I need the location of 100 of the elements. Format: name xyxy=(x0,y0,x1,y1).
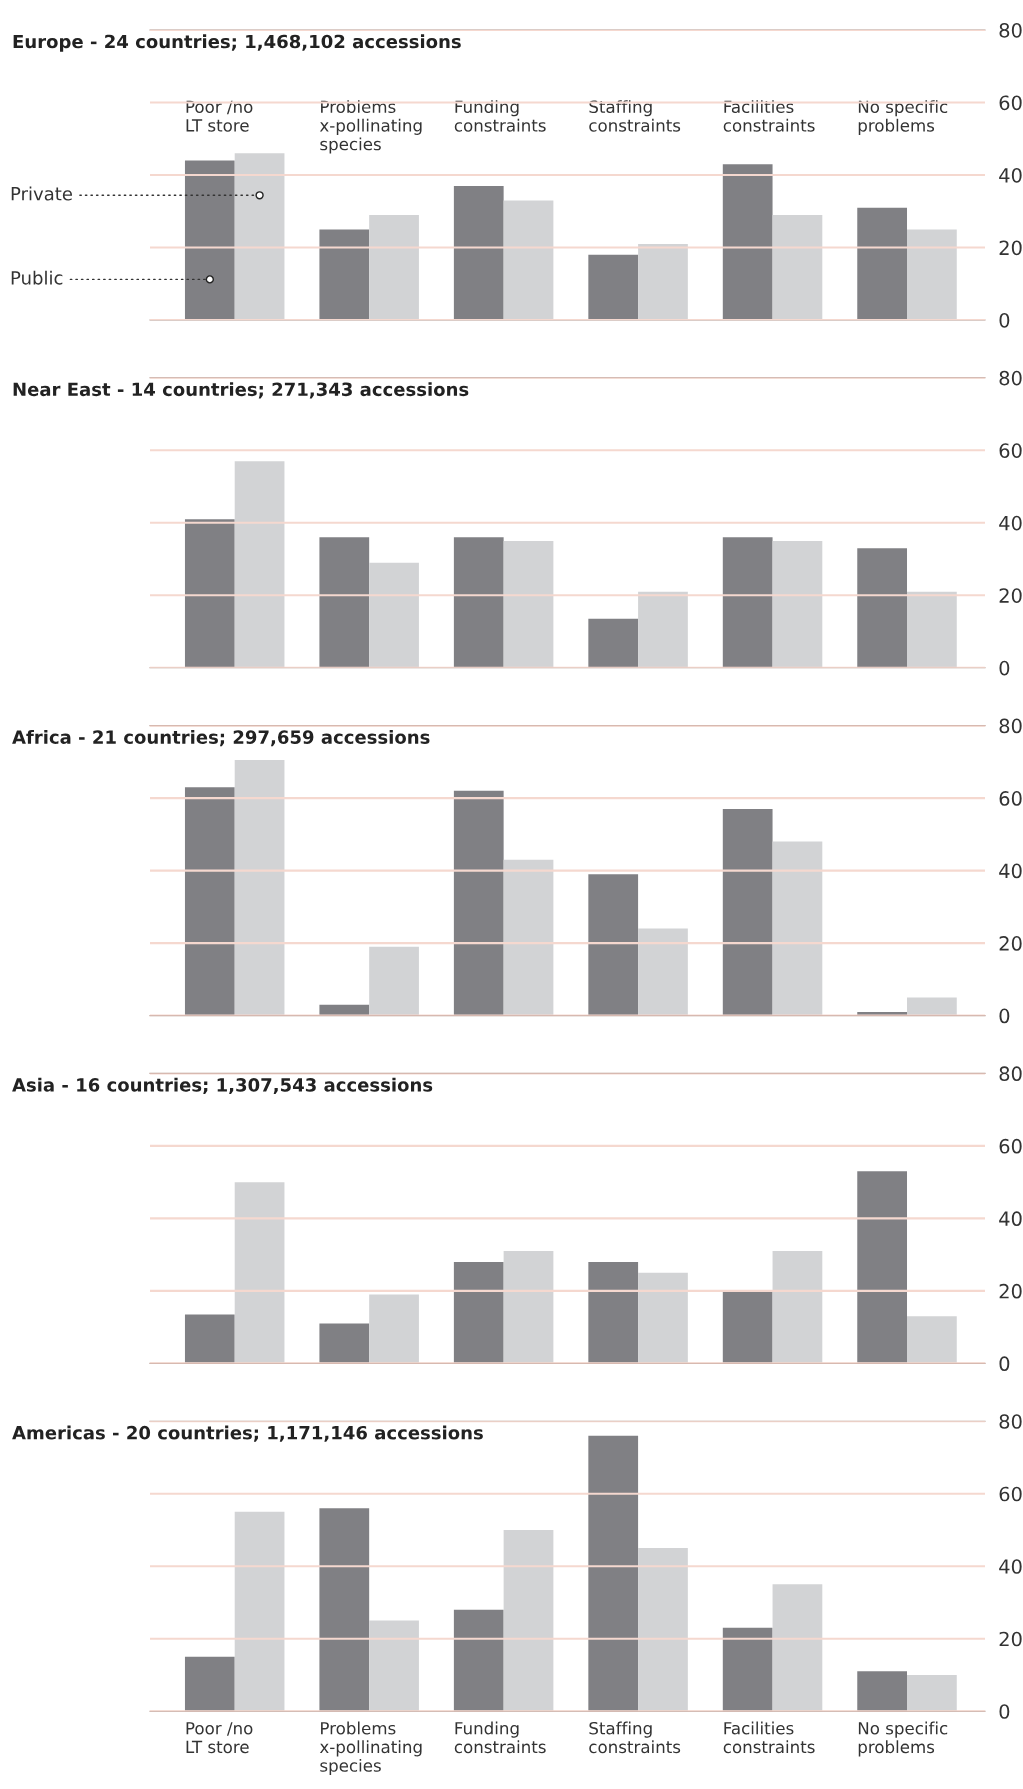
y-tick-label: 80 xyxy=(999,370,1022,386)
bar xyxy=(319,1508,370,1712)
x-tick-label: Facilities constraints xyxy=(723,100,815,132)
y-tick-label: 60 xyxy=(999,1138,1022,1154)
bar xyxy=(234,760,285,1016)
bar xyxy=(588,1261,639,1364)
y-tick-label: 40 xyxy=(999,863,1022,879)
bar xyxy=(722,808,773,1016)
bar xyxy=(369,562,419,668)
y-tick-label: 80 xyxy=(999,718,1022,734)
y-tick-label: 80 xyxy=(999,1414,1022,1429)
bar xyxy=(588,1435,639,1712)
bar xyxy=(772,214,823,320)
bar xyxy=(503,200,554,320)
y-tick-label: 40 xyxy=(999,515,1022,531)
y-tick-label: 20 xyxy=(999,588,1022,603)
y-tick-label: 20 xyxy=(999,936,1022,951)
bar xyxy=(369,214,419,320)
y-tick-label: 60 xyxy=(999,95,1022,111)
bar xyxy=(722,164,773,320)
x-tick-label: Problems x-pollinating species xyxy=(319,100,422,154)
bar xyxy=(503,859,554,1016)
bar xyxy=(234,1511,285,1712)
x-tick-label: Funding constraints xyxy=(454,100,546,132)
bar xyxy=(319,537,370,668)
y-tick-label: 20 xyxy=(999,1631,1022,1647)
chart-title: Americas - 20 countries; 1,171,146 accessions xyxy=(12,1425,483,1442)
bar xyxy=(638,928,688,1016)
bar xyxy=(772,841,823,1016)
bar xyxy=(184,160,235,320)
bar xyxy=(638,243,688,320)
bar xyxy=(184,519,235,668)
bar xyxy=(857,207,908,320)
bar xyxy=(772,1251,823,1364)
bar xyxy=(588,618,639,668)
y-tick-label: 0 xyxy=(999,1704,1010,1719)
x-tick-label: Poor /no LT store xyxy=(186,1722,253,1754)
x-tick-label: Poor /no LT store xyxy=(186,100,253,132)
x-tick-label: Facilities constraints xyxy=(723,1721,815,1754)
bar xyxy=(453,1609,504,1712)
bar xyxy=(588,874,639,1016)
chart-title: Asia - 16 countries; 1,307,543 accessions xyxy=(12,1077,433,1095)
chart-title: Europe - 24 countries; 1,468,102 accessions xyxy=(13,34,461,52)
bar xyxy=(722,1627,773,1712)
bar xyxy=(638,591,688,668)
bar xyxy=(857,1671,908,1712)
y-tick-label: 0 xyxy=(999,1008,1010,1024)
bar xyxy=(907,1674,957,1712)
bar xyxy=(369,946,419,1016)
bar xyxy=(638,1548,688,1712)
bar xyxy=(234,461,285,668)
y-tick-label: 60 xyxy=(999,791,1022,806)
bar xyxy=(638,1272,688,1364)
y-tick-label: 80 xyxy=(999,1066,1022,1082)
bar xyxy=(722,1290,773,1364)
bar xyxy=(234,153,285,320)
x-tick-label: No specific problems xyxy=(858,1721,948,1757)
y-tick-label: 20 xyxy=(999,1283,1022,1299)
y-tick-label: 80 xyxy=(999,22,1022,38)
bar xyxy=(772,540,823,668)
chart-title: Near East - 14 countries; 271,343 accessions xyxy=(13,382,469,399)
y-tick-label: 60 xyxy=(999,443,1022,458)
bar xyxy=(319,1004,370,1016)
bar xyxy=(503,1529,554,1712)
bar xyxy=(907,1316,957,1364)
chart-title: Africa - 21 countries; 297,659 accessions xyxy=(12,729,430,747)
text: Private xyxy=(11,186,72,201)
bar xyxy=(907,997,957,1016)
y-tick-label: 40 xyxy=(999,167,1022,183)
bar xyxy=(907,229,957,320)
y-tick-label: 40 xyxy=(999,1559,1022,1574)
text: Public xyxy=(11,270,63,285)
bar xyxy=(503,1251,554,1364)
y-tick-label: 0 xyxy=(999,312,1010,328)
bar xyxy=(453,537,504,668)
bar xyxy=(369,1620,419,1712)
bar xyxy=(588,254,639,320)
bar xyxy=(907,591,957,668)
bar xyxy=(234,1182,285,1364)
y-tick-label: 0 xyxy=(999,660,1010,676)
bar xyxy=(453,185,504,320)
x-tick-label: Funding constraints xyxy=(454,1721,546,1754)
bar xyxy=(453,790,504,1016)
bar xyxy=(369,1294,419,1364)
bar xyxy=(453,1261,504,1364)
bar xyxy=(184,1314,235,1364)
bar xyxy=(722,537,773,668)
bar xyxy=(319,229,370,320)
bar xyxy=(319,1323,370,1364)
bar xyxy=(857,1171,908,1364)
x-tick-label: Staffing constraints xyxy=(589,1721,681,1754)
y-tick-label: 60 xyxy=(999,1486,1022,1502)
x-tick-label: Staffing constraints xyxy=(589,100,681,132)
y-tick-label: 20 xyxy=(999,240,1022,256)
bar xyxy=(857,548,908,668)
bar xyxy=(184,787,235,1016)
bar xyxy=(184,1656,235,1712)
bar xyxy=(772,1584,823,1712)
bar xyxy=(503,540,554,668)
y-tick-label: 40 xyxy=(999,1211,1022,1227)
